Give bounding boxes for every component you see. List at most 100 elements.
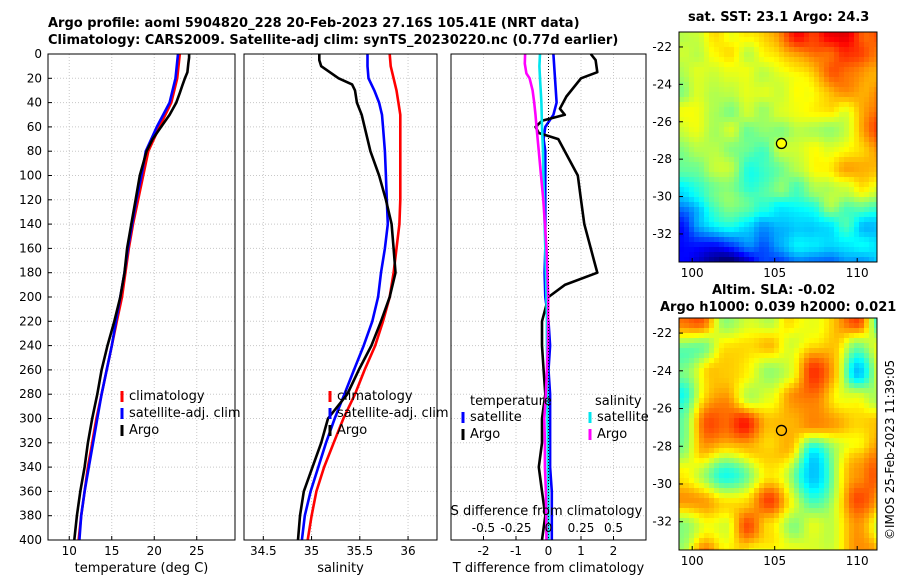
map-cell (724, 463, 730, 469)
map-cell (849, 378, 855, 384)
map-cell (784, 187, 790, 193)
map-cell (859, 453, 865, 459)
map-cell (804, 42, 810, 48)
map-cell (829, 72, 835, 78)
map-cell (719, 488, 725, 494)
map-cell (709, 152, 715, 158)
map-cell (739, 543, 745, 549)
map-cell (789, 67, 795, 73)
map-cell (874, 102, 877, 108)
map-cell (729, 172, 735, 178)
map-cell (709, 167, 715, 173)
map-cell (724, 222, 730, 228)
map-cell (859, 222, 865, 228)
map-cell (869, 77, 875, 83)
map-cell (764, 77, 770, 83)
map-cell (859, 498, 865, 504)
map-cell (799, 57, 805, 63)
map-cell (849, 37, 855, 43)
map-cell (849, 222, 855, 228)
map-cell (764, 483, 770, 489)
map-cell (689, 252, 695, 258)
map-cell (859, 42, 865, 48)
map-cell (759, 483, 765, 489)
map-cell (849, 132, 855, 138)
map-cell (769, 112, 775, 118)
map-cell (849, 443, 855, 449)
map-cell (834, 413, 840, 419)
map-cell (824, 348, 830, 354)
map-cell (699, 478, 705, 484)
map-cell (834, 197, 840, 203)
map-cell (799, 137, 805, 143)
map-cell (684, 543, 690, 549)
map-cell (714, 418, 720, 424)
map-cell (799, 393, 805, 399)
map-cell (819, 47, 825, 53)
map-cell (749, 533, 755, 539)
map-cell (874, 52, 877, 58)
map-cell (769, 227, 775, 233)
map-cell (744, 433, 750, 439)
map-cell (754, 182, 760, 188)
map-cell (839, 543, 845, 549)
map-cell (739, 222, 745, 228)
map-cell (709, 122, 715, 128)
map-cell (799, 333, 805, 339)
map-cell (739, 463, 745, 469)
map-cell (864, 42, 870, 48)
map-cell (784, 157, 790, 163)
map-cell (694, 363, 700, 369)
map-cell (704, 242, 710, 248)
map-cell (829, 418, 835, 424)
map-cell (694, 428, 700, 434)
map-cell (699, 252, 705, 258)
map-cell (869, 398, 875, 404)
map-cell (864, 62, 870, 68)
map-cell (804, 212, 810, 218)
map-cell (829, 147, 835, 153)
map-cell (864, 47, 870, 53)
map-cell (709, 137, 715, 143)
map-cell (734, 92, 740, 98)
map-cell (839, 523, 845, 529)
map-cell (684, 217, 690, 223)
map-cell (839, 112, 845, 118)
map-cell (809, 513, 815, 519)
map-cell (859, 493, 865, 499)
map-cell (769, 493, 775, 499)
map-cell (709, 368, 715, 374)
map-cell (824, 132, 830, 138)
map-cell (779, 388, 785, 394)
map-cell (864, 127, 870, 133)
map-cell (834, 207, 840, 213)
map-cell (784, 132, 790, 138)
map-cell (774, 328, 780, 334)
map-cell (764, 548, 770, 550)
map-cell (824, 463, 830, 469)
map-cell (769, 373, 775, 379)
map-cell (774, 107, 780, 113)
map-cell (804, 503, 810, 509)
map-cell (739, 393, 745, 399)
map-cell (729, 37, 735, 43)
map-cell (829, 62, 835, 68)
map-cell (694, 538, 700, 544)
map-cell (814, 132, 820, 138)
map-cell (844, 543, 850, 549)
map-cell (809, 488, 815, 494)
map-cell (874, 413, 877, 419)
map-cell (719, 87, 725, 93)
map-cell (694, 117, 700, 123)
map-cell (819, 493, 825, 499)
map-cell (824, 528, 830, 534)
map-cell (779, 217, 785, 223)
map-cell (694, 438, 700, 444)
map-cell (774, 498, 780, 504)
map-cell (824, 112, 830, 118)
map-cell (744, 543, 750, 549)
map-cell (774, 463, 780, 469)
map-cell (759, 423, 765, 429)
map-cell (869, 192, 875, 198)
map-cell (684, 338, 690, 344)
